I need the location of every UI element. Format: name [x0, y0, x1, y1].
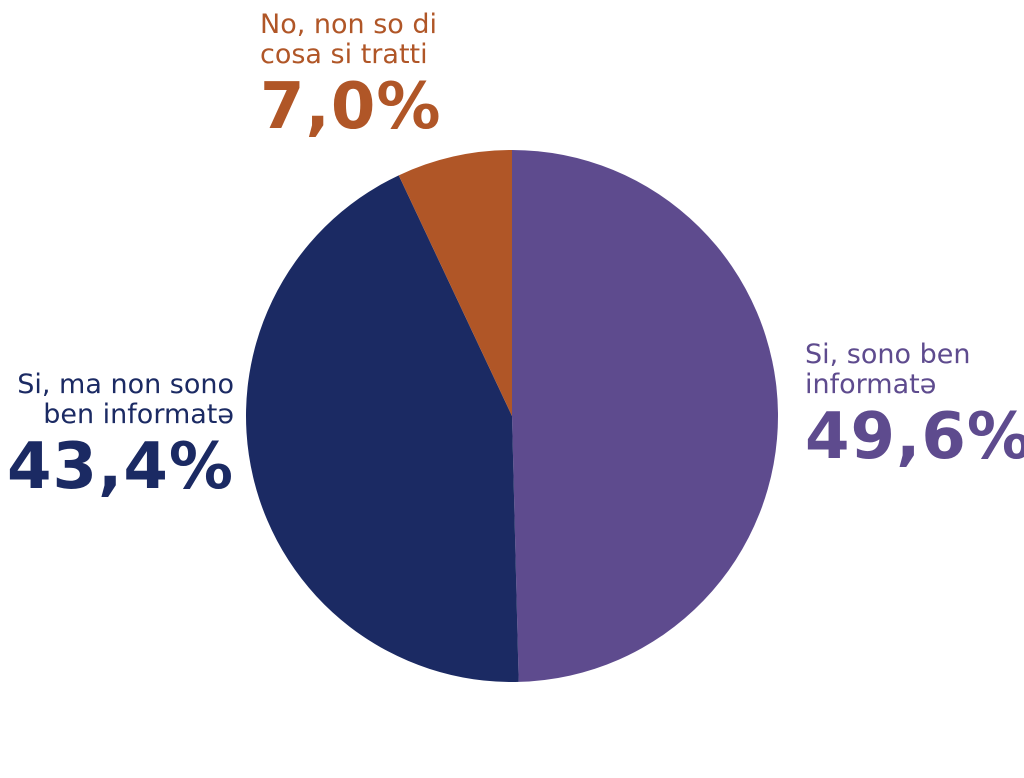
slice-label-ben-informate: Si, sono ben informatə 49,6%	[805, 339, 1024, 475]
slice-value-label: 43,4%	[6, 430, 234, 505]
slice-category-line: ben informatə	[43, 399, 234, 431]
slice-category-line: informatə	[805, 369, 937, 401]
slice-category-line: cosa si tratti	[260, 39, 428, 71]
slice-value-label: 49,6%	[805, 400, 1024, 475]
slice-label-non-ben-informate: Si, ma non sono ben informatə 43,4%	[6, 369, 234, 505]
slice-ben-informate	[512, 150, 779, 682]
slice-category-line: Si, sono ben	[805, 339, 971, 370]
slice-label-non-so: No, non so di cosa si tratti 7,0%	[260, 9, 442, 145]
slice-category-line: No, non so di	[260, 9, 438, 40]
slice-value-label: 7,0%	[260, 70, 442, 145]
slice-non-ben-informate	[245, 175, 519, 683]
slice-non-so	[398, 150, 512, 416]
slice-category-line: Si, ma non sono	[17, 369, 234, 400]
